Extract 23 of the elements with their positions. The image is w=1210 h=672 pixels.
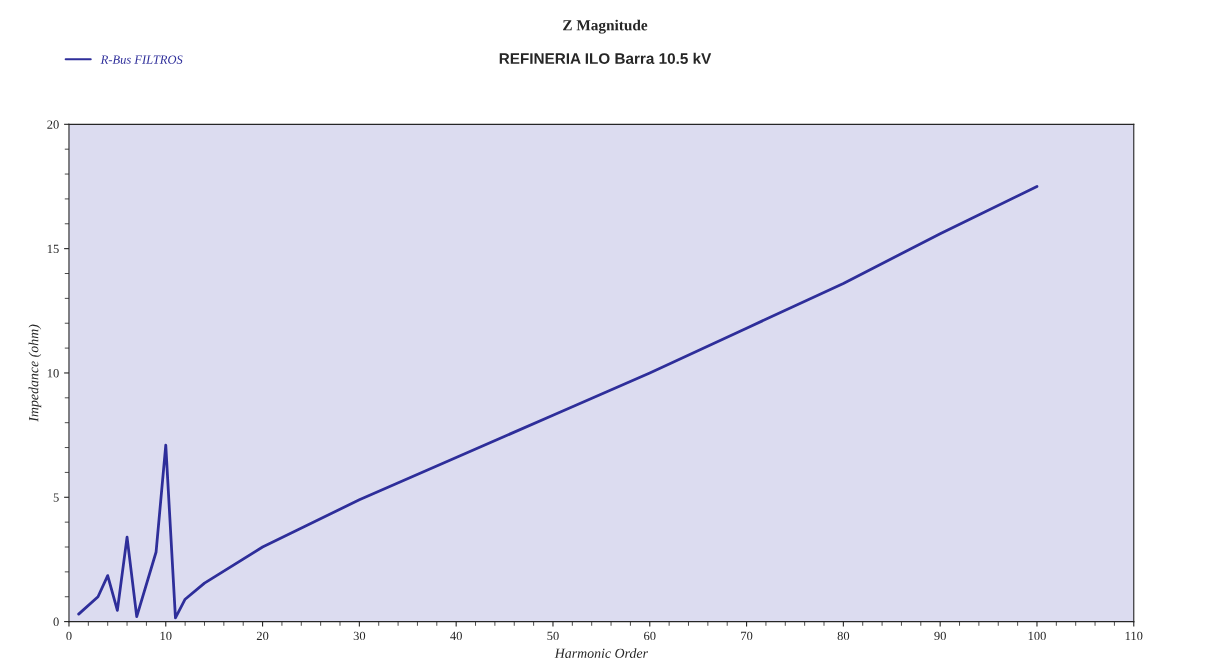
y-tick-label: 0 xyxy=(53,617,59,627)
legend-label: R-Bus FILTROS xyxy=(100,55,183,64)
x-tick-label: 0 xyxy=(66,631,72,641)
y-tick-label: 10 xyxy=(47,368,59,378)
x-tick-label: 60 xyxy=(644,631,656,641)
x-tick-label: 100 xyxy=(1028,631,1046,641)
x-tick-label: 70 xyxy=(741,631,753,641)
x-tick-label: 30 xyxy=(353,631,366,641)
chart-title: Z Magnitude xyxy=(563,19,648,34)
x-tick-label: 10 xyxy=(160,631,172,641)
y-tick-label: 5 xyxy=(53,493,59,502)
chart-subtitle: REFINERIA ILO Barra 10.5 kV xyxy=(499,52,712,64)
x-tick-label: 50 xyxy=(547,631,559,641)
line-series xyxy=(77,185,1039,620)
x-axis-title: Harmonic Order xyxy=(554,648,649,658)
x-tick-label: 80 xyxy=(837,631,850,641)
x-tick-label: 110 xyxy=(1125,631,1143,641)
x-tick-label: 40 xyxy=(450,631,462,641)
y-tick-label: 15 xyxy=(47,244,59,254)
y-axis-title: Impedance (ohm) xyxy=(28,324,42,422)
y-tick-label: 20 xyxy=(47,120,59,129)
x-tick-label: 90 xyxy=(934,631,946,641)
x-tick-label: 20 xyxy=(256,631,269,641)
